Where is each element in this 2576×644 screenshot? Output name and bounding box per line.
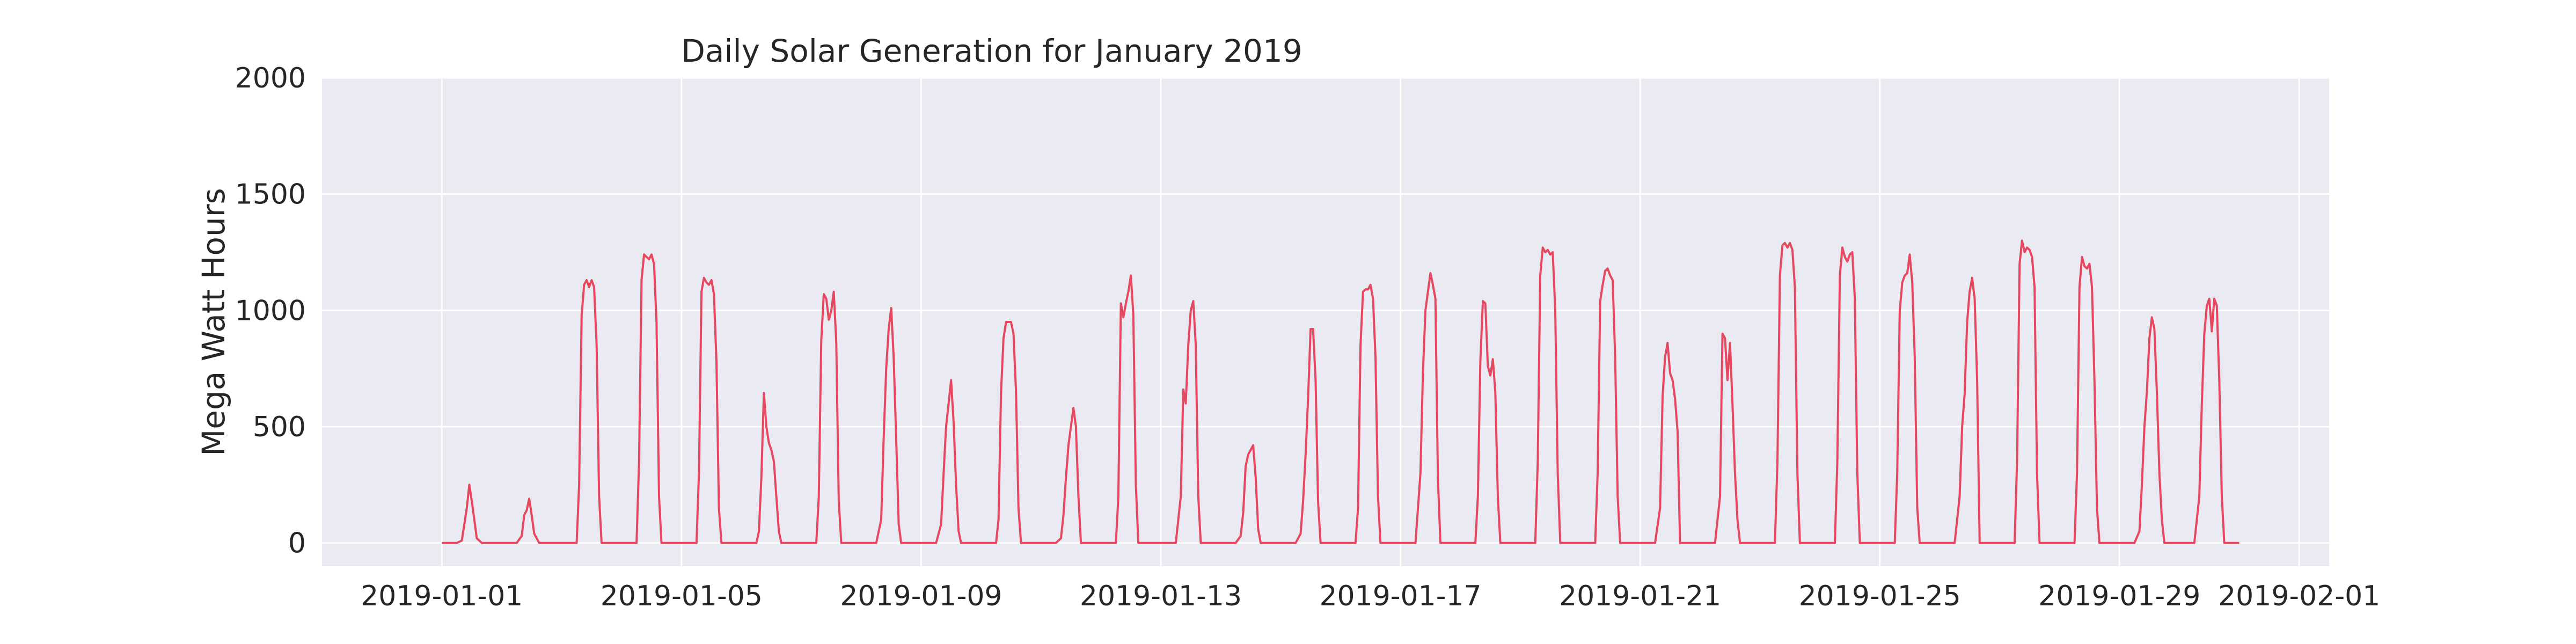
x-tick-label: 2019-01-13 (1080, 580, 1242, 612)
x-tick-label: 2019-01-29 (2038, 580, 2200, 612)
series-group (442, 239, 2240, 544)
series-line-0 (442, 239, 2240, 544)
y-axis-label: Mega Watt Hours (195, 188, 232, 456)
x-tick-label: 2019-01-09 (840, 580, 1002, 612)
y-tick-label: 500 (253, 411, 306, 443)
y-tick-label: 0 (288, 528, 306, 560)
x-tick-label: 2019-01-25 (1799, 580, 1961, 612)
x-tick-label: 2019-01-21 (1559, 580, 1721, 612)
x-tick-label: 2019-01-01 (361, 580, 523, 612)
y-axis: 0 500 1000 1500 2000 (235, 62, 306, 560)
x-tick-label: 2019-01-17 (1319, 580, 1481, 612)
y-tick-label: 2000 (235, 62, 306, 94)
plot-background (322, 78, 2329, 566)
x-tick-label: 2019-02-01 (2218, 580, 2380, 612)
x-tick-label: 2019-01-05 (601, 580, 763, 612)
y-tick-label: 1000 (235, 295, 306, 327)
x-axis: 2019-01-01 2019-01-05 2019-01-09 2019-01-13… (361, 580, 2380, 612)
chart-title: Daily Solar Generation for January 2019 (681, 33, 1302, 69)
y-tick-label: 1500 (235, 179, 306, 211)
